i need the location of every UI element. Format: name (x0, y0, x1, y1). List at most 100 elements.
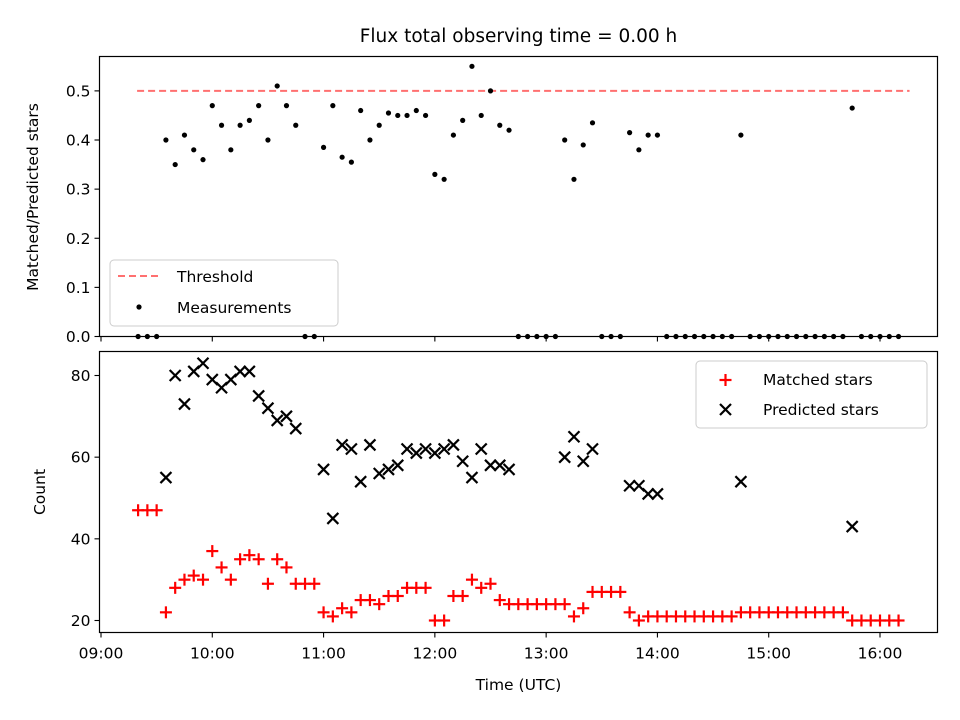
predicted-star-marker (428, 446, 442, 460)
measurement-point (506, 127, 512, 133)
measurement-point (293, 122, 299, 128)
predicted-star-marker (363, 438, 377, 452)
predicted-star-marker (484, 459, 497, 472)
matched-star-marker (484, 577, 497, 590)
matched-stars-points (132, 504, 905, 627)
predicted-star-marker (474, 442, 488, 456)
matched-star-marker (614, 585, 627, 598)
measurement-point (497, 122, 503, 128)
predicted-star-marker (845, 520, 859, 533)
matched-star-marker (187, 569, 200, 582)
measurement-point (246, 117, 252, 123)
matched-star-marker (326, 610, 339, 623)
measurement-point (460, 117, 466, 123)
predicted-star-marker (502, 463, 516, 476)
matched-star-marker (438, 614, 451, 627)
top-y-tick-label: 0.4 (66, 132, 91, 150)
measurement-point (367, 137, 373, 143)
predicted-star-marker (456, 454, 469, 468)
top-y-ticks: 0.0 0.1 0.2 0.3 0.4 0.5 (66, 82, 100, 346)
measurement-point (469, 63, 475, 69)
predicted-star-marker (447, 438, 460, 452)
matched-star-marker (206, 545, 219, 558)
measurement-point (191, 147, 197, 153)
matched-star-marker (261, 577, 274, 590)
measurement-points (135, 63, 902, 340)
measurement-point (385, 110, 392, 116)
bottom-y-tick-label: 80 (71, 367, 91, 385)
measurement-point (218, 122, 225, 128)
measurement-point (348, 159, 354, 165)
matched-star-marker (224, 573, 237, 586)
matched-legend-label: Matched stars (763, 371, 873, 389)
measurement-point (330, 103, 336, 109)
matched-star-marker (363, 594, 376, 607)
x-tick-label: 09:00 (79, 645, 124, 663)
matched-star-marker (456, 590, 469, 602)
matched-star-marker (215, 561, 228, 574)
predicted-star-marker (465, 471, 479, 484)
predicted-star-marker (243, 365, 256, 378)
measurement-point (339, 154, 345, 160)
predicted-star-marker (345, 442, 358, 456)
top-y-tick-label: 0.0 (66, 328, 91, 346)
matched-star-marker (419, 581, 432, 594)
measurement-point (571, 176, 577, 182)
threshold-legend-label: Threshold (176, 268, 253, 286)
matched-star-marker (336, 602, 349, 615)
matched-star-marker (373, 598, 386, 611)
x-axis-label: Time (UTC) (475, 676, 562, 694)
predicted-star-marker (326, 512, 340, 525)
predicted-star-marker (558, 450, 571, 464)
predicted-star-marker (178, 397, 191, 411)
matched-star-marker (150, 504, 163, 517)
predicted-star-marker (493, 459, 507, 472)
measurement-point (645, 132, 651, 138)
predicted-star-marker (372, 467, 386, 480)
measurement-point (274, 83, 280, 89)
top-y-tick-label: 0.1 (66, 279, 91, 297)
measurement-point (376, 122, 382, 128)
matched-star-marker (169, 581, 182, 594)
top-axes-frame (98, 55, 939, 338)
matched-star-marker (178, 573, 191, 586)
measurement-point (265, 137, 271, 143)
matched-star-marker (632, 614, 645, 627)
bottom-axes: 20 40 60 80 09:00 10:00 11:00 12:00 13:00 14:00 1… (31, 350, 939, 694)
measurement-point (413, 107, 419, 114)
predicted-star-marker (159, 471, 173, 484)
measurements-legend-label: Measurements (177, 299, 292, 317)
measurement-point (181, 132, 188, 138)
x-tick-label: 15:00 (746, 645, 791, 663)
measurement-point (580, 142, 586, 148)
matched-star-marker (836, 606, 849, 619)
top-legend: Threshold Measurements (109, 259, 339, 327)
bottom-y-ticks: 20 40 60 80 (71, 367, 100, 630)
measurement-point (627, 130, 633, 136)
predicted-star-marker (567, 430, 581, 444)
top-y-tick-label: 0.5 (66, 82, 91, 100)
predicted-star-marker (391, 459, 405, 472)
predicted-star-marker (419, 442, 432, 456)
matched-star-marker (493, 594, 506, 607)
matched-star-marker (271, 553, 284, 566)
measurement-point (237, 122, 243, 128)
matched-star-marker (725, 610, 738, 623)
matched-star-marker (234, 553, 247, 566)
matched-star-marker (345, 606, 358, 619)
x-tick-label: 16:00 (858, 645, 903, 663)
matched-star-marker (197, 573, 210, 586)
top-chart-title: Flux total observing time = 0.00 h (360, 26, 678, 47)
measurement-point (636, 147, 642, 153)
predicted-star-marker (233, 365, 247, 378)
measurement-point (163, 137, 169, 143)
predicted-star-marker (651, 487, 664, 501)
matched-star-marker (391, 590, 404, 602)
bottom-y-tick-label: 20 (71, 612, 91, 630)
predicted-star-marker (270, 414, 284, 427)
measurement-point (395, 112, 401, 119)
measurement-point (432, 171, 438, 177)
measurement-point (450, 132, 457, 138)
measurement-point (422, 112, 429, 119)
